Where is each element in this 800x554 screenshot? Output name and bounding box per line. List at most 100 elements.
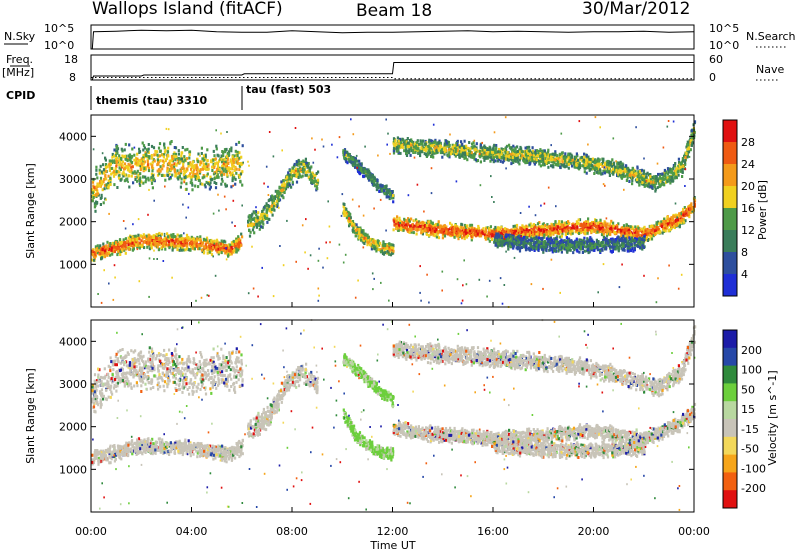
data-cell	[560, 163, 563, 166]
data-cell	[315, 182, 318, 186]
data-cell	[208, 244, 212, 248]
data-cell	[147, 143, 150, 146]
data-cell	[412, 231, 415, 235]
data-cell	[224, 182, 227, 186]
data-cell	[226, 151, 229, 155]
data-cell	[358, 227, 361, 231]
data-cell	[680, 217, 683, 221]
data-cell	[377, 248, 380, 252]
data-cell	[382, 188, 385, 192]
data-cell	[262, 208, 265, 212]
data-cell	[505, 227, 508, 231]
data-cell	[164, 244, 167, 248]
data-cell	[580, 231, 583, 234]
data-cell	[577, 221, 580, 225]
data-cell	[215, 248, 218, 252]
data-cell	[682, 207, 685, 211]
data-cell	[214, 186, 218, 190]
data-cell	[113, 148, 116, 152]
data-cell	[121, 149, 124, 153]
data-cell	[143, 160, 146, 164]
data-cell	[280, 188, 283, 192]
data-cell	[93, 256, 96, 260]
data-cell	[686, 213, 689, 217]
data-cell	[174, 174, 177, 178]
data-cell	[185, 237, 188, 241]
data-cell	[528, 223, 531, 227]
data-cell	[257, 211, 260, 215]
data-cell	[248, 216, 251, 220]
data-cell	[375, 184, 378, 188]
data-cell	[372, 183, 375, 187]
data-cell	[396, 136, 399, 140]
data-cell	[114, 152, 118, 156]
data-cell	[124, 237, 127, 241]
data-cell	[215, 182, 218, 185]
data-cell	[649, 225, 652, 228]
data-cell	[367, 175, 371, 178]
data-cell	[410, 230, 413, 234]
data-cell	[453, 229, 456, 233]
data-cell	[96, 244, 99, 248]
data-cell	[183, 155, 186, 159]
data-cell	[226, 173, 229, 177]
data-cell	[91, 188, 94, 192]
data-cell	[451, 227, 454, 231]
data-cell	[206, 148, 209, 152]
data-cell	[216, 166, 220, 170]
data-cell	[465, 233, 468, 237]
data-cell	[206, 167, 209, 171]
data-cell	[201, 182, 204, 186]
data-cell	[169, 238, 173, 242]
data-cell	[567, 220, 570, 224]
data-cell	[150, 144, 154, 148]
data-cell	[390, 246, 394, 250]
data-cell	[94, 209, 97, 213]
data-cell	[460, 231, 463, 235]
data-cell	[399, 219, 402, 223]
data-cell	[473, 233, 476, 236]
data-cell	[397, 229, 400, 232]
data-cell	[230, 185, 233, 189]
data-cell	[215, 243, 218, 246]
data-cell	[545, 232, 548, 236]
freq-panel: Freq. [MHz] 18 8 60 0 Nave	[2, 53, 784, 84]
data-cell	[652, 231, 655, 235]
data-cell	[177, 237, 180, 241]
data-cell	[583, 224, 586, 228]
data-cell	[398, 224, 401, 228]
data-cell	[347, 214, 350, 218]
data-cell	[131, 147, 134, 151]
data-cell	[108, 244, 111, 248]
data-cell	[426, 223, 429, 227]
data-cell	[676, 213, 679, 217]
data-cell	[574, 223, 577, 227]
data-cell	[259, 221, 262, 225]
data-cell	[131, 248, 134, 252]
data-cell	[672, 166, 675, 170]
data-cell	[223, 150, 226, 154]
data-cell	[437, 231, 440, 235]
data-cell	[232, 158, 235, 162]
data-cell	[236, 160, 239, 164]
data-cell	[384, 244, 387, 248]
data-cell	[95, 168, 98, 172]
data-cell	[354, 234, 357, 238]
data-cell	[190, 166, 193, 170]
data-cell	[300, 175, 303, 179]
data-cell	[203, 175, 206, 179]
data-cell	[532, 236, 535, 239]
data-cell	[143, 240, 146, 243]
data-cell	[93, 258, 96, 262]
data-cell	[252, 225, 255, 229]
data-cell	[144, 166, 147, 169]
data-cell	[411, 223, 414, 227]
data-cell	[348, 222, 351, 226]
data-cell	[136, 152, 139, 156]
data-cell	[196, 235, 199, 239]
data-cell	[128, 174, 131, 178]
data-cell	[227, 246, 231, 250]
data-cell	[224, 249, 227, 253]
data-cell	[521, 230, 524, 234]
data-cell	[123, 179, 126, 183]
